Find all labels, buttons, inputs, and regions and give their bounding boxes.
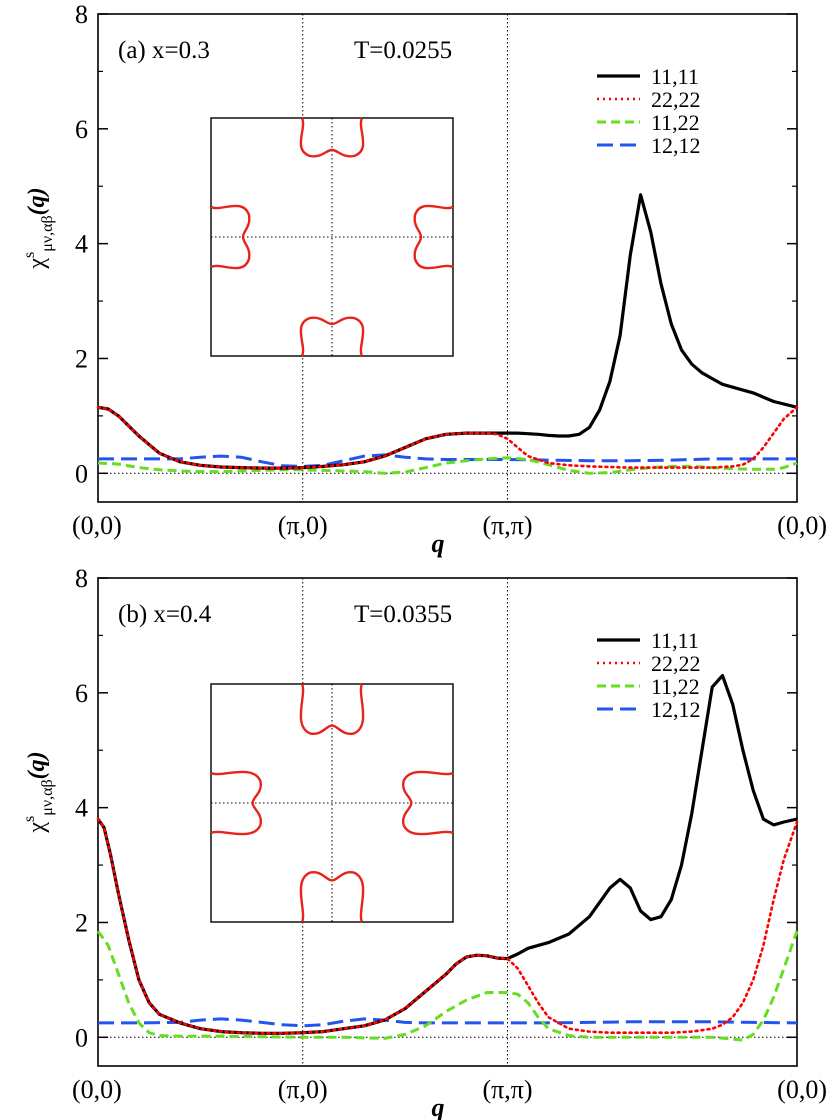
plot-frame-a	[97, 13, 798, 503]
y-tick-label: 0	[75, 459, 88, 488]
y-tick-label: 6	[75, 679, 88, 708]
y-label-chi: χ	[24, 822, 50, 834]
y-axis-label-b: χsμν,αβ(q)	[21, 751, 56, 833]
y-tick-label: 2	[75, 344, 88, 373]
fermi-pocket	[413, 204, 454, 270]
y-tick-label: 8	[75, 0, 88, 29]
fermi-pocket	[299, 117, 365, 158]
fermi-pocket	[210, 204, 251, 270]
x-axis-label-b: q	[432, 1093, 445, 1120]
legend-label: 12,12	[651, 697, 701, 722]
y-label-sub: μν,αβ	[39, 215, 56, 251]
fermi-pocket	[299, 870, 365, 923]
y-label-sup: s	[21, 252, 38, 258]
panel-a: 0 2 4 6 8 (0,0) (π,0) (π,π) (0,0) (a) x=0.3 T=0…	[21, 0, 827, 558]
fermi-pocket	[299, 683, 365, 736]
legend-label: 11,22	[651, 674, 700, 699]
series-line-11-22	[97, 456, 798, 475]
x-tick-label: (0,0)	[777, 511, 827, 540]
y-tick-label: 8	[75, 564, 88, 593]
legend-label: 11,22	[651, 110, 700, 135]
panel-label-b: (b) x=0.4	[118, 601, 212, 628]
x-tick-label: (π,π)	[482, 511, 532, 540]
x-tick-label: (0,0)	[72, 511, 122, 540]
series-line-12-12	[98, 453, 797, 468]
x-tick-label: (π,0)	[278, 1075, 328, 1104]
x-tick-label: (0,0)	[72, 1075, 122, 1104]
y-label-sup: s	[21, 816, 38, 822]
panel-b: 0 2 4 6 8 (0,0) (π,0) (π,π) (0,0) (b) x=0.4 T=0…	[21, 564, 827, 1120]
temperature-label-a: T=0.0255	[354, 37, 452, 64]
y-tick-label: 6	[75, 115, 88, 144]
y-tick-label: 4	[75, 794, 88, 823]
y-label-chi: χ	[24, 258, 50, 270]
x-tick-label: (π,0)	[278, 511, 328, 540]
series-line-22-22	[96, 817, 799, 1035]
y-label-arg: (q)	[24, 187, 50, 215]
y-tick-label: 2	[75, 908, 88, 937]
x-tick-label: (π,π)	[482, 1075, 532, 1104]
series-line-22-22	[96, 406, 799, 470]
panel-label-a: (a) x=0.3	[118, 37, 210, 64]
legend-label: 11,11	[651, 628, 699, 653]
y-label-sub: μν,αβ	[39, 779, 56, 815]
y-axis-label-a: χsμν,αβ(q)	[21, 187, 56, 269]
y-tick-label: 4	[75, 230, 88, 259]
fermi-surface-inset-b	[210, 683, 454, 923]
fermi-pocket	[299, 316, 365, 357]
series-line-11-22	[96, 930, 799, 1042]
fermi-pocket	[401, 770, 454, 836]
legend-label: 22,22	[651, 87, 701, 112]
series-line-12-12	[98, 1017, 798, 1028]
temperature-label-b: T=0.0355	[354, 601, 452, 628]
y-tick-label: 0	[75, 1023, 88, 1052]
fermi-surface-inset-a	[210, 117, 454, 357]
y-label-arg: (q)	[24, 751, 50, 779]
x-tick-label: (0,0)	[777, 1075, 827, 1104]
x-axis-label-a: q	[432, 529, 445, 558]
fermi-pocket	[210, 770, 263, 836]
legend-label: 22,22	[651, 651, 701, 676]
legend-label: 12,12	[651, 133, 701, 158]
legend-label: 11,11	[651, 64, 699, 89]
